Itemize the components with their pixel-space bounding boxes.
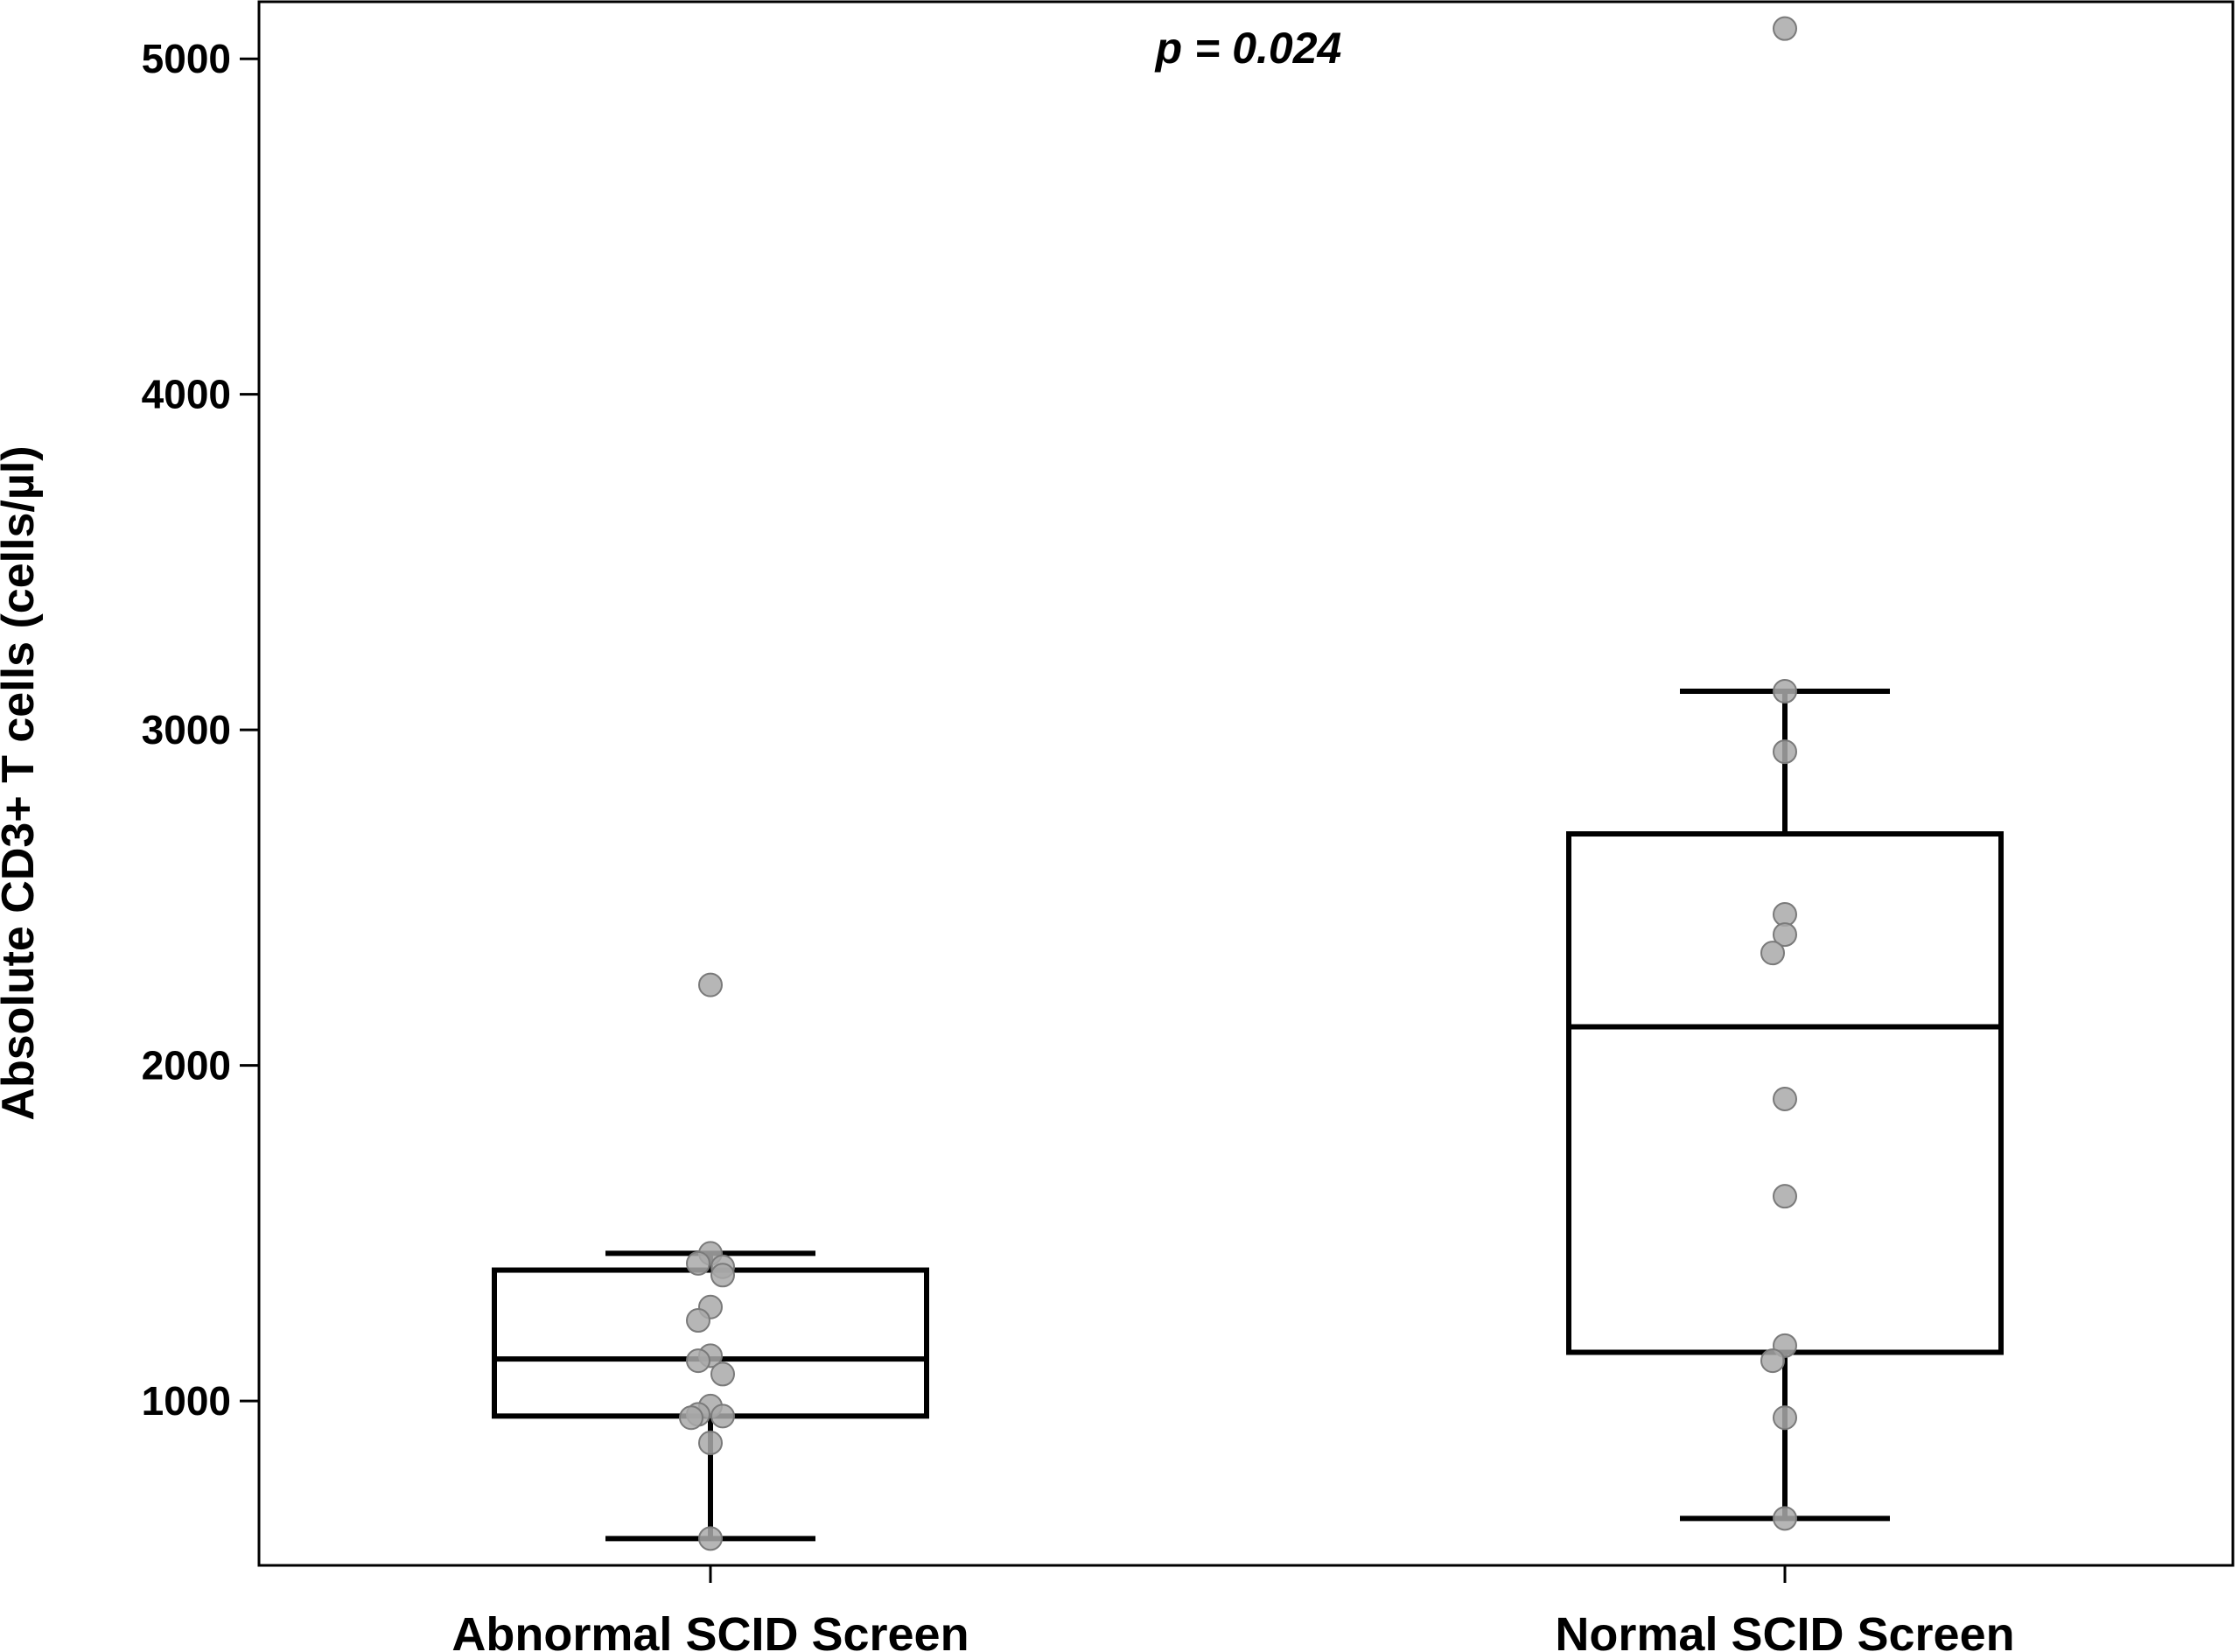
data-point	[1773, 679, 1797, 704]
x-tick-label: Normal SCID Screen	[1555, 1608, 2014, 1652]
x-axis: Abnormal SCID Screen Normal SCID Screen	[451, 1565, 2015, 1652]
data-point	[1773, 739, 1797, 765]
box-group	[1566, 16, 2004, 1531]
y-axis-title: Absolute CD3+ T cells (cells/µl)	[0, 445, 44, 1120]
y-tick-label: 5000	[142, 36, 231, 81]
data-point	[1773, 1506, 1797, 1531]
data-point	[1773, 16, 1797, 41]
y-tick-label: 1000	[142, 1378, 231, 1424]
data-point	[1760, 1348, 1785, 1374]
plot-area	[492, 16, 2004, 1551]
data-point	[1773, 922, 1797, 948]
data-point	[1760, 941, 1785, 966]
data-point	[710, 1404, 735, 1429]
data-point	[1773, 1405, 1797, 1431]
y-tick-label: 2000	[142, 1043, 231, 1088]
data-point	[686, 1250, 710, 1276]
data-point	[698, 1526, 723, 1551]
data-point	[710, 1263, 735, 1288]
box-group	[492, 972, 929, 1551]
p-value-annotation: p = 0.024	[1154, 24, 1342, 73]
plot-frame	[257, 0, 2235, 1567]
data-point	[679, 1405, 703, 1431]
y-tick-label: 3000	[142, 707, 231, 752]
data-point	[686, 1308, 710, 1334]
x-tick-label: Abnormal SCID Screen	[451, 1608, 969, 1652]
data-point	[1773, 1184, 1797, 1209]
data-point	[1773, 1086, 1797, 1111]
y-axis: 1000 2000 3000 4000 5000	[142, 36, 259, 1424]
data-point	[698, 1431, 723, 1456]
data-point	[686, 1348, 710, 1374]
y-tick-label: 4000	[142, 372, 231, 417]
data-point	[698, 972, 723, 998]
data-point	[710, 1362, 735, 1387]
